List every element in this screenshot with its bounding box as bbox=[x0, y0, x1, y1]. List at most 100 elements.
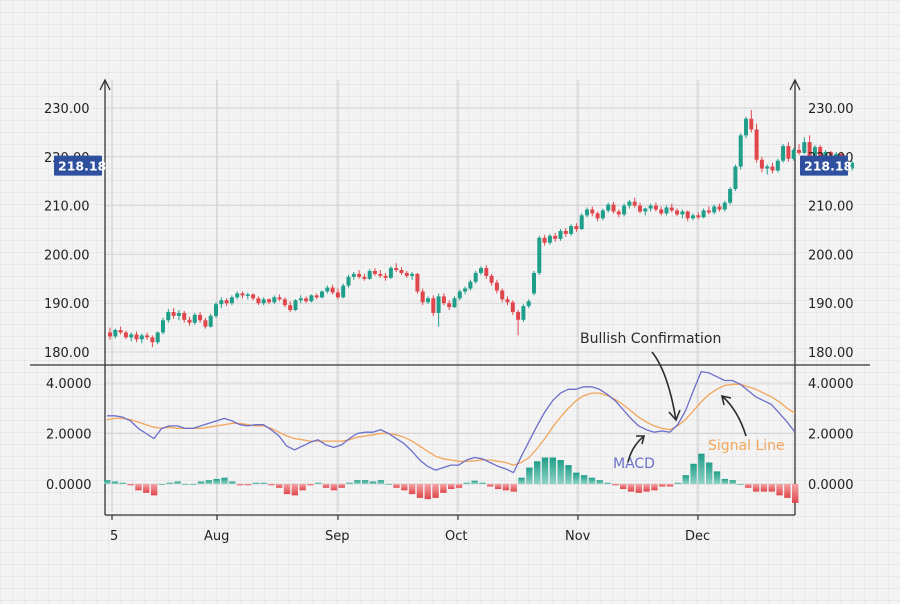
macd-line-label: MACD bbox=[613, 456, 655, 472]
macd-tick-label-left: 0.0000 bbox=[46, 478, 92, 493]
candle bbox=[373, 268, 377, 276]
histogram-bar bbox=[573, 472, 580, 484]
current-price-badge-left: 218.18 bbox=[54, 155, 106, 176]
histogram-bar bbox=[721, 478, 729, 484]
histogram-bar bbox=[651, 484, 658, 491]
candle bbox=[574, 223, 579, 232]
candle bbox=[494, 279, 499, 294]
candle bbox=[521, 304, 526, 322]
candle bbox=[696, 212, 701, 220]
histogram-bar bbox=[534, 461, 541, 484]
candle bbox=[659, 206, 664, 216]
histogram-bar bbox=[510, 484, 517, 492]
histogram-bar bbox=[307, 484, 314, 486]
candle bbox=[616, 209, 621, 218]
candle bbox=[272, 295, 277, 305]
macd-tick-label-left: 4.0000 bbox=[46, 377, 92, 392]
histogram-bar bbox=[729, 480, 736, 484]
histogram-bar bbox=[698, 453, 705, 484]
histogram-bar bbox=[776, 484, 783, 496]
candle bbox=[765, 164, 770, 175]
candle bbox=[632, 197, 637, 208]
histogram-bar bbox=[659, 484, 666, 487]
candle bbox=[500, 288, 505, 303]
candle bbox=[638, 202, 642, 214]
candle bbox=[558, 229, 563, 241]
histogram-bar bbox=[713, 471, 721, 484]
histogram-bar bbox=[158, 484, 166, 485]
candle bbox=[664, 205, 669, 216]
macd-line bbox=[107, 370, 796, 474]
candle bbox=[282, 297, 287, 308]
histogram-bar bbox=[502, 484, 510, 491]
histogram-bar bbox=[596, 480, 603, 484]
histogram-bar bbox=[494, 484, 502, 490]
candle bbox=[251, 293, 256, 301]
candle bbox=[516, 310, 521, 336]
candle bbox=[346, 274, 351, 288]
histogram-bar bbox=[127, 484, 134, 486]
histogram-bar bbox=[330, 484, 338, 491]
candle bbox=[171, 308, 176, 319]
histogram-bar bbox=[252, 482, 259, 484]
candle bbox=[166, 309, 171, 323]
macd-arrow bbox=[627, 435, 646, 463]
candle bbox=[150, 335, 155, 348]
histogram-bar bbox=[784, 484, 791, 498]
candle bbox=[457, 289, 462, 301]
candle bbox=[415, 272, 420, 294]
bullish-confirmation-label: Bullish Confirmation bbox=[580, 331, 721, 347]
histogram-bar bbox=[221, 477, 228, 484]
histogram-bar bbox=[549, 457, 557, 484]
histogram-bar bbox=[111, 481, 119, 484]
candle bbox=[341, 283, 346, 299]
candle bbox=[229, 295, 234, 306]
candle bbox=[569, 224, 574, 236]
candle bbox=[648, 203, 653, 212]
candle bbox=[691, 213, 695, 221]
histogram-bar bbox=[565, 465, 572, 484]
price-tick-label-right: 180.00 bbox=[808, 346, 854, 361]
candle bbox=[526, 299, 531, 309]
candle bbox=[335, 288, 340, 300]
candle bbox=[277, 294, 282, 302]
candle bbox=[399, 267, 404, 275]
price-tick-label-left: 210.00 bbox=[44, 200, 90, 215]
histogram-bar bbox=[666, 484, 674, 487]
histogram-bar bbox=[150, 484, 158, 496]
histogram-bar bbox=[119, 482, 127, 484]
histogram-bar bbox=[768, 484, 775, 492]
candle bbox=[759, 156, 764, 173]
gridlines bbox=[105, 80, 795, 512]
histogram-bar bbox=[197, 481, 205, 484]
histogram-bar bbox=[557, 460, 564, 484]
candle bbox=[653, 202, 658, 212]
histogram-bar bbox=[752, 484, 760, 492]
candle bbox=[563, 228, 568, 237]
signal-line-label: Signal Line bbox=[708, 438, 785, 454]
right-axis-arrow bbox=[789, 78, 801, 91]
histogram-bar bbox=[369, 481, 377, 484]
candle bbox=[786, 142, 791, 162]
price-tick-label-left: 230.00 bbox=[44, 102, 90, 117]
price-tick-label-right: 210.00 bbox=[808, 200, 854, 215]
histogram-bar bbox=[135, 484, 142, 491]
candle bbox=[176, 310, 181, 321]
candle bbox=[600, 208, 605, 221]
histogram-bar bbox=[283, 484, 291, 495]
candle bbox=[812, 145, 817, 158]
candle bbox=[357, 270, 362, 279]
histogram-bar bbox=[737, 484, 744, 485]
histogram-bar bbox=[236, 484, 244, 486]
histogram-bar bbox=[408, 484, 416, 495]
candle bbox=[579, 213, 584, 230]
histogram-bar bbox=[244, 484, 252, 486]
candle bbox=[378, 270, 383, 278]
histogram-bar bbox=[580, 475, 588, 484]
histogram-bar bbox=[627, 484, 635, 492]
candle bbox=[553, 232, 558, 242]
candle bbox=[203, 317, 208, 329]
histogram-bar bbox=[518, 477, 525, 484]
candle bbox=[293, 299, 298, 312]
